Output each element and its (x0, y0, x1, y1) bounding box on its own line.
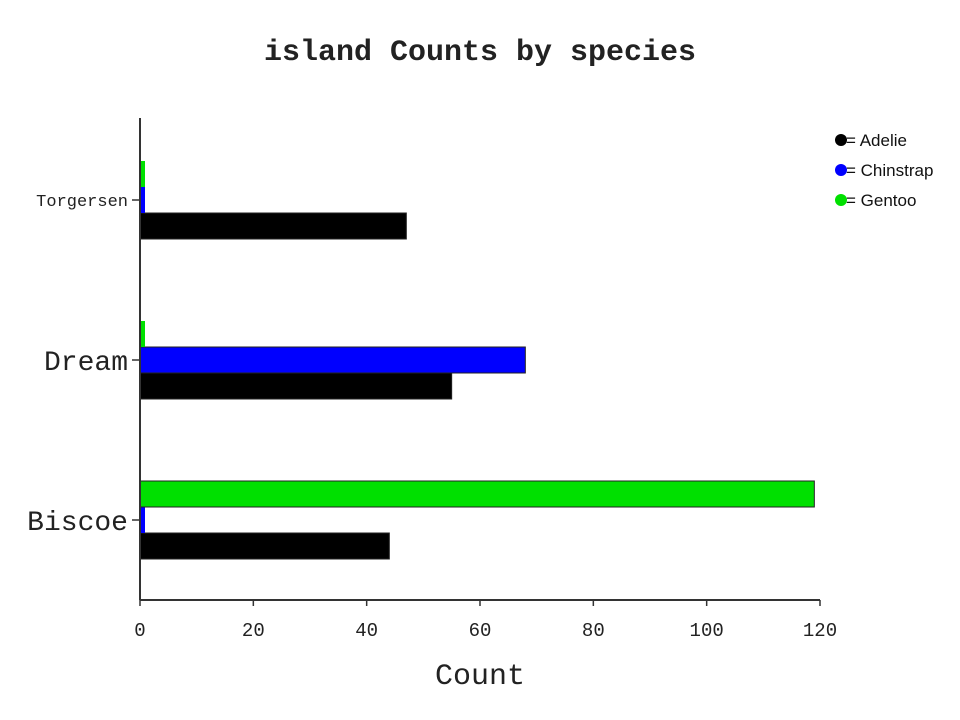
x-tick-label: 0 (134, 620, 145, 642)
legend-marker-gentoo (835, 194, 847, 206)
x-tick-label: 100 (690, 620, 724, 642)
bar-chinstrap-biscoe (140, 507, 145, 533)
y-tick-label-biscoe: Biscoe (27, 508, 128, 539)
bar-gentoo-dream (140, 321, 145, 347)
y-tick-label-torgersen: Torgersen (36, 193, 128, 212)
chart-title: island Counts by species (264, 36, 696, 70)
bar-chinstrap-torgersen (140, 187, 145, 213)
bar-gentoo-biscoe (139, 480, 815, 508)
legend-marker-adelie (835, 134, 847, 146)
legend-marker-chinstrap (835, 164, 847, 176)
bar-adelie-torgersen (139, 212, 407, 240)
bar-chinstrap-dream (139, 346, 526, 374)
x-tick-label: 20 (242, 620, 265, 642)
bars-group (139, 161, 815, 560)
legend-label-adelie: = Adelie (846, 131, 907, 150)
bar-adelie-biscoe (139, 532, 390, 560)
x-axis-ticks: 0 20 40 60 80 100 120 (134, 600, 837, 642)
x-tick-label: 120 (803, 620, 837, 642)
y-tick-label-dream: Dream (44, 348, 128, 379)
bar-adelie-dream (139, 372, 453, 400)
y-axis-ticks: Torgersen Dream Biscoe (27, 193, 140, 539)
legend-label-gentoo: = Gentoo (846, 191, 916, 210)
bar-gentoo-torgersen (140, 161, 145, 187)
x-tick-label: 60 (469, 620, 492, 642)
x-tick-label: 80 (582, 620, 605, 642)
legend: = Adelie = Chinstrap = Gentoo (835, 131, 933, 210)
x-tick-label: 40 (355, 620, 378, 642)
x-axis-label: Count (435, 660, 525, 694)
legend-label-chinstrap: = Chinstrap (846, 161, 933, 180)
